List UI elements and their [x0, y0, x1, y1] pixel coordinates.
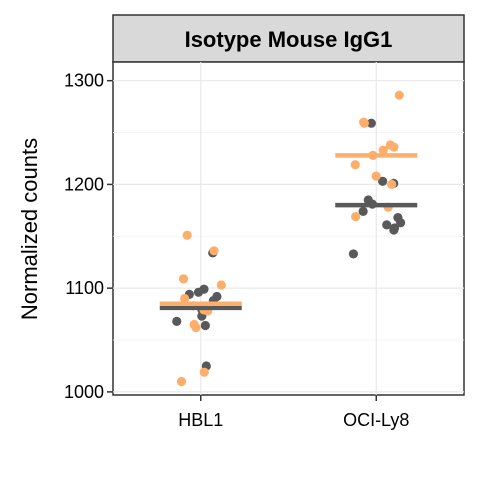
data-point [358, 206, 368, 216]
data-point [378, 176, 388, 186]
data-point [200, 320, 210, 331]
data-point [366, 118, 376, 128]
chart-title: Isotype Mouse IgG1 [185, 27, 393, 52]
y-tick-label: 1000 [64, 382, 104, 402]
data-point [394, 90, 404, 100]
data-point [193, 287, 204, 297]
data-point [389, 142, 399, 152]
y-axis: 1000 1100 1200 1300 [64, 71, 113, 402]
data-point [209, 246, 219, 256]
median-lines [159, 153, 418, 311]
data-point [393, 213, 403, 223]
data-point [389, 225, 399, 235]
data-point [350, 160, 360, 170]
y-axis-label: Normalized counts [17, 138, 42, 320]
y-tick-label: 1300 [64, 71, 104, 91]
data-point [371, 171, 381, 181]
data-point [382, 220, 392, 230]
x-tick-label: OCI-Ly8 [343, 410, 409, 430]
data-point [180, 293, 190, 304]
data-point [348, 249, 359, 259]
y-tick-label: 1100 [65, 278, 104, 298]
data-point [359, 118, 369, 128]
data-point [172, 316, 182, 326]
data-point [351, 211, 361, 222]
plot-panel [112, 61, 465, 396]
data-point [199, 367, 209, 377]
data-point [191, 322, 201, 333]
data-point [378, 145, 388, 155]
data-point [178, 274, 189, 284]
data-point [387, 179, 397, 190]
x-axis: HBL1 OCI-Ly8 [178, 395, 409, 430]
y-tick-label: 1200 [64, 174, 104, 194]
data-point [176, 376, 187, 387]
x-tick-label: HBL1 [178, 410, 223, 430]
facet-strip [112, 14, 465, 63]
data-point [216, 280, 226, 290]
data-point [182, 230, 192, 240]
gridlines [113, 62, 464, 395]
